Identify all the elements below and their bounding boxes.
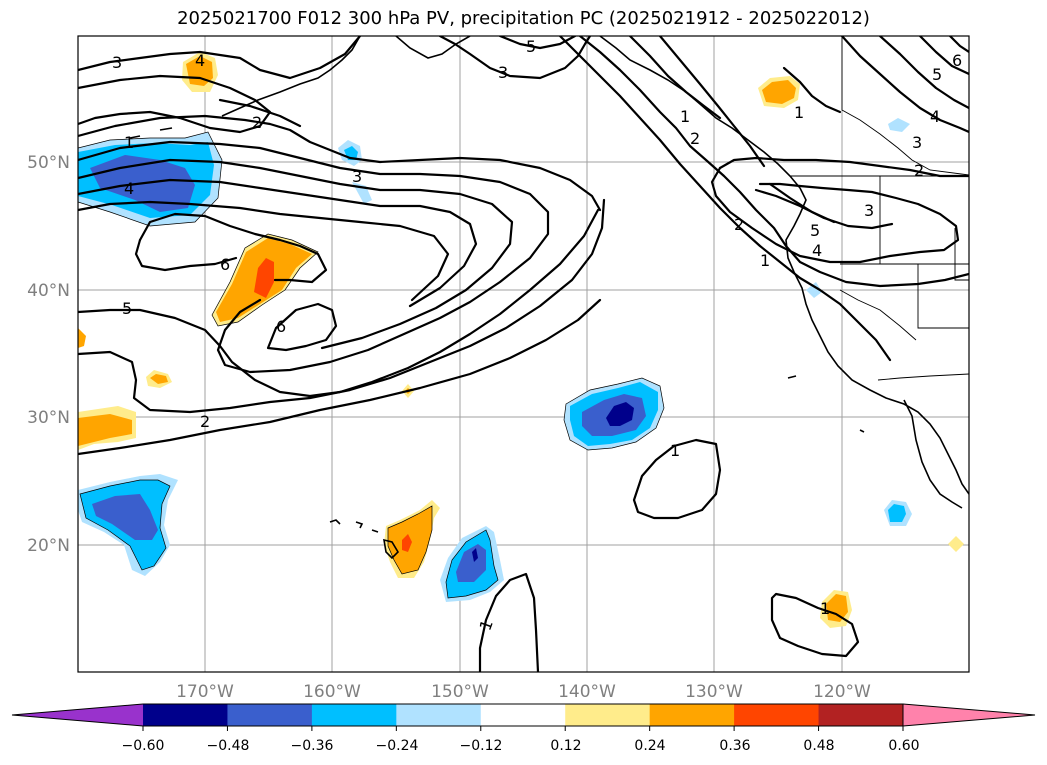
map-frame — [77, 35, 970, 673]
precip-shading — [78, 52, 964, 628]
neg-precip-area — [606, 402, 634, 426]
contour-label: 1 — [124, 133, 134, 152]
contour-label: 1 — [670, 441, 680, 460]
pos-precip-area — [78, 328, 86, 348]
lon-axis: 170°W 160°W 150°W 140°W 130°W 120°W — [176, 682, 871, 702]
lat-tick-label: 50°N — [27, 153, 70, 173]
contour-label: 1 — [794, 103, 804, 122]
neg-precip-area — [472, 548, 478, 562]
contour-label: 4 — [930, 107, 940, 126]
contour-label: 1 — [820, 599, 830, 618]
map-title: 2025021700 F012 300 hPa PV, precipitatio… — [177, 8, 870, 29]
colorbar-cell — [227, 704, 313, 726]
contour-label: 4 — [124, 179, 134, 198]
colorbar-tick-label: 0.36 — [719, 738, 750, 754]
contour-label: 1 — [760, 251, 770, 270]
contour-label: 6 — [952, 51, 962, 70]
colorbar-tick-marks — [142, 726, 904, 731]
pv-contours — [78, 36, 969, 672]
colorbar-tick-label: −0.48 — [207, 738, 250, 754]
colorbar-tick-label: −0.60 — [122, 738, 165, 754]
contour-label: 6 — [220, 255, 230, 274]
colorbar-cell — [480, 704, 566, 726]
pos-precip-area — [78, 414, 132, 446]
colorbar-tick-label: −0.36 — [291, 738, 334, 754]
contour-label: 2 — [914, 161, 924, 180]
contour-label: 3 — [498, 63, 508, 82]
lon-tick-label: 170°W — [176, 682, 234, 702]
lon-tick-label: 150°W — [431, 682, 489, 702]
contour-label: 3 — [912, 133, 922, 152]
contour-label: 5 — [122, 299, 132, 318]
neg-precip-area — [92, 494, 158, 540]
colorbar-cell — [396, 704, 482, 726]
pos-precip-area — [948, 536, 964, 552]
colorbar-tick-label: −0.12 — [460, 738, 503, 754]
contour-label: 5 — [932, 65, 942, 84]
colorbar-extension-low — [12, 704, 143, 726]
contour-label: 5 — [526, 37, 536, 56]
colorbar-cell — [565, 704, 651, 726]
colorbar-cell — [818, 704, 904, 726]
colorbar-cell — [311, 704, 397, 726]
colorbar-tick-label: 0.48 — [803, 738, 834, 754]
colorbar-tick-label: −0.24 — [376, 738, 419, 754]
contour-label: 2 — [252, 113, 262, 132]
lat-tick-label: 20°N — [27, 536, 70, 556]
contour-label: 3 — [352, 167, 362, 186]
contour-label: 3 — [864, 201, 874, 220]
colorbar-cell — [143, 704, 228, 726]
lat-tick-label: 40°N — [27, 281, 70, 301]
colorbar-tick-label: 0.60 — [888, 738, 919, 754]
lat-axis: 50°N 40°N 30°N 20°N — [27, 153, 70, 556]
lon-tick-label: 120°W — [813, 682, 871, 702]
neg-precip-area — [888, 504, 906, 522]
pos-precip-area — [826, 594, 848, 622]
pos-precip-area — [762, 80, 796, 104]
contour-label: 3 — [112, 53, 122, 72]
lon-tick-label: 140°W — [558, 682, 616, 702]
pos-precip-area — [150, 374, 168, 384]
contour-label: 1 — [680, 107, 690, 126]
colorbar-tick-labels: −0.60 −0.48 −0.36 −0.24 −0.12 0.12 0.24 … — [122, 738, 920, 754]
colorbar-tick-label: 0.24 — [634, 738, 665, 754]
colorbar: −0.60 −0.48 −0.36 −0.24 −0.12 0.12 0.24 … — [11, 703, 1036, 754]
colorbar-cell — [649, 704, 735, 726]
contour-label: 2 — [690, 129, 700, 148]
neg-precip-area — [806, 282, 822, 298]
map-panel — [77, 35, 970, 673]
contour-label: 2 — [734, 215, 744, 234]
colorbar-extension-high — [903, 704, 1035, 726]
coastlines — [129, 36, 969, 560]
contour-label: 6 — [276, 317, 286, 336]
contour-label: 2 — [200, 412, 210, 431]
lon-tick-label: 130°W — [685, 682, 743, 702]
pos-precip-area — [254, 258, 274, 298]
colorbar-cell — [734, 704, 820, 726]
contour-labels: 3 4 2 1 4 6 5 6 2 3 5 3 2 1 2 1 3 5 4 2 … — [112, 37, 962, 633]
colorbar-tick-label: 0.12 — [550, 738, 581, 754]
neg-precip-area — [888, 118, 910, 132]
contour-label: 4 — [812, 241, 822, 260]
pos-precip-area — [402, 534, 412, 552]
lon-tick-label: 160°W — [303, 682, 361, 702]
neg-precip-area — [456, 544, 486, 582]
contour-label: 4 — [195, 51, 205, 70]
contour-label: 5 — [810, 221, 820, 240]
lat-tick-label: 30°N — [27, 408, 70, 428]
colorbar-cells — [12, 704, 1035, 726]
